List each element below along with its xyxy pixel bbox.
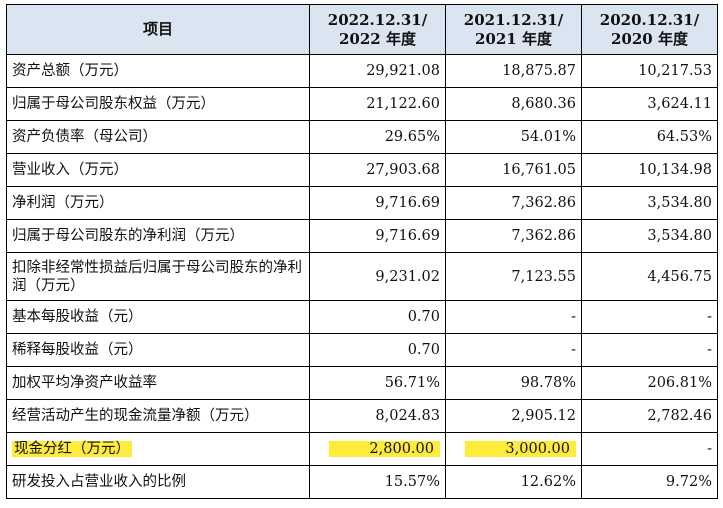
- cell-2022: 15.57%: [309, 465, 446, 499]
- header-row: 项目 2022.12.31/2022 年度 2021.12.31/2021 年度…: [6, 4, 718, 55]
- cell-2022: 2,800.00: [309, 432, 446, 466]
- cell-2021: 18,875.87: [445, 54, 582, 88]
- cell-2021: -: [445, 300, 582, 334]
- row-label: 基本每股收益（元）: [6, 300, 310, 334]
- cell-2021: 3,000.00: [445, 432, 582, 466]
- table-row: 营业收入（万元） 27,903.68 16,761.05 10,134.98: [6, 153, 718, 187]
- row-label: 加权平均净资产收益率: [6, 366, 310, 400]
- row-label: 归属于母公司股东的净利润（万元）: [6, 219, 310, 253]
- cell-2020: 64.53%: [581, 120, 718, 154]
- cell-2020: 3,624.11: [581, 87, 718, 121]
- cell-2020: 10,134.98: [581, 153, 718, 187]
- row-label: 经营活动产生的现金流量净额（万元）: [6, 399, 310, 433]
- cell-2020: 3,534.80: [581, 186, 718, 220]
- cell-2021: 98.78%: [445, 366, 582, 400]
- cell-2022: 8,024.83: [309, 399, 446, 433]
- table-row: 基本每股收益（元） 0.70 - -: [6, 300, 718, 334]
- table-row: 加权平均净资产收益率 56.71% 98.78% 206.81%: [6, 366, 718, 400]
- cell-2021: 16,761.05: [445, 153, 582, 187]
- header-2020: 2020.12.31/2020 年度: [581, 4, 718, 55]
- header-2021: 2021.12.31/2021 年度: [445, 4, 582, 55]
- cell-2021: 7,362.86: [445, 186, 582, 220]
- table-row: 稀释每股收益（元） 0.70 - -: [6, 333, 718, 367]
- cell-2021: 2,905.12: [445, 399, 582, 433]
- financial-table: 项目 2022.12.31/2022 年度 2021.12.31/2021 年度…: [6, 4, 718, 499]
- row-label: 研发投入占营业收入的比例: [6, 465, 310, 499]
- cell-2022: 21,122.60: [309, 87, 446, 121]
- table-row: 资产负债率（母公司） 29.65% 54.01% 64.53%: [6, 120, 718, 154]
- header-item: 项目: [6, 4, 310, 55]
- row-label: 归属于母公司股东权益（万元）: [6, 87, 310, 121]
- table-row: 净利润（万元） 9,716.69 7,362.86 3,534.80: [6, 186, 718, 220]
- table-row: 扣除非经常性损益后归属于母公司股东的净利润（万元） 9,231.02 7,123…: [6, 252, 718, 301]
- cell-2022: 0.70: [309, 333, 446, 367]
- cell-2020: -: [581, 300, 718, 334]
- cell-2022: 9,716.69: [309, 219, 446, 253]
- cell-2022: 29,921.08: [309, 54, 446, 88]
- table-row: 归属于母公司股东权益（万元） 21,122.60 8,680.36 3,624.…: [6, 87, 718, 121]
- table-row: 资产总额（万元） 29,921.08 18,875.87 10,217.53: [6, 54, 718, 88]
- header-2022: 2022.12.31/2022 年度: [309, 4, 446, 55]
- cell-2020: -: [581, 333, 718, 367]
- cell-2020: -: [581, 432, 718, 466]
- cell-2020: 206.81%: [581, 366, 718, 400]
- cell-2022: 0.70: [309, 300, 446, 334]
- highlight-mark: 2,800.00: [329, 441, 440, 457]
- cell-2021: 7,362.86: [445, 219, 582, 253]
- cell-2021: 12.62%: [445, 465, 582, 499]
- row-label: 营业收入（万元）: [6, 153, 310, 187]
- cell-2020: 10,217.53: [581, 54, 718, 88]
- cell-2022: 9,716.69: [309, 186, 446, 220]
- highlight-mark: 现金分红（万元）: [12, 441, 132, 457]
- table-row: 经营活动产生的现金流量净额（万元） 8,024.83 2,905.12 2,78…: [6, 399, 718, 433]
- row-label: 资产负债率（母公司）: [6, 120, 310, 154]
- cell-2021: 54.01%: [445, 120, 582, 154]
- row-label: 扣除非经常性损益后归属于母公司股东的净利润（万元）: [6, 252, 310, 301]
- cell-2021: 7,123.55: [445, 252, 582, 301]
- highlight-mark: 3,000.00: [465, 441, 576, 457]
- cell-2022: 9,231.02: [309, 252, 446, 301]
- row-label: 净利润（万元）: [6, 186, 310, 220]
- table-row: 研发投入占营业收入的比例 15.57% 12.62% 9.72%: [6, 465, 718, 499]
- cell-2020: 9.72%: [581, 465, 718, 499]
- row-label: 现金分红（万元）: [6, 432, 310, 466]
- cell-2022: 56.71%: [309, 366, 446, 400]
- table-row: 归属于母公司股东的净利润（万元） 9,716.69 7,362.86 3,534…: [6, 219, 718, 253]
- cell-2022: 27,903.68: [309, 153, 446, 187]
- cell-2020: 4,456.75: [581, 252, 718, 301]
- cell-2021: -: [445, 333, 582, 367]
- cell-2022: 29.65%: [309, 120, 446, 154]
- cell-2020: 2,782.46: [581, 399, 718, 433]
- row-label: 资产总额（万元）: [6, 54, 310, 88]
- cell-2021: 8,680.36: [445, 87, 582, 121]
- row-label: 稀释每股收益（元）: [6, 333, 310, 367]
- table-row-highlighted: 现金分红（万元） 2,800.00 3,000.00 -: [6, 432, 718, 466]
- cell-2020: 3,534.80: [581, 219, 718, 253]
